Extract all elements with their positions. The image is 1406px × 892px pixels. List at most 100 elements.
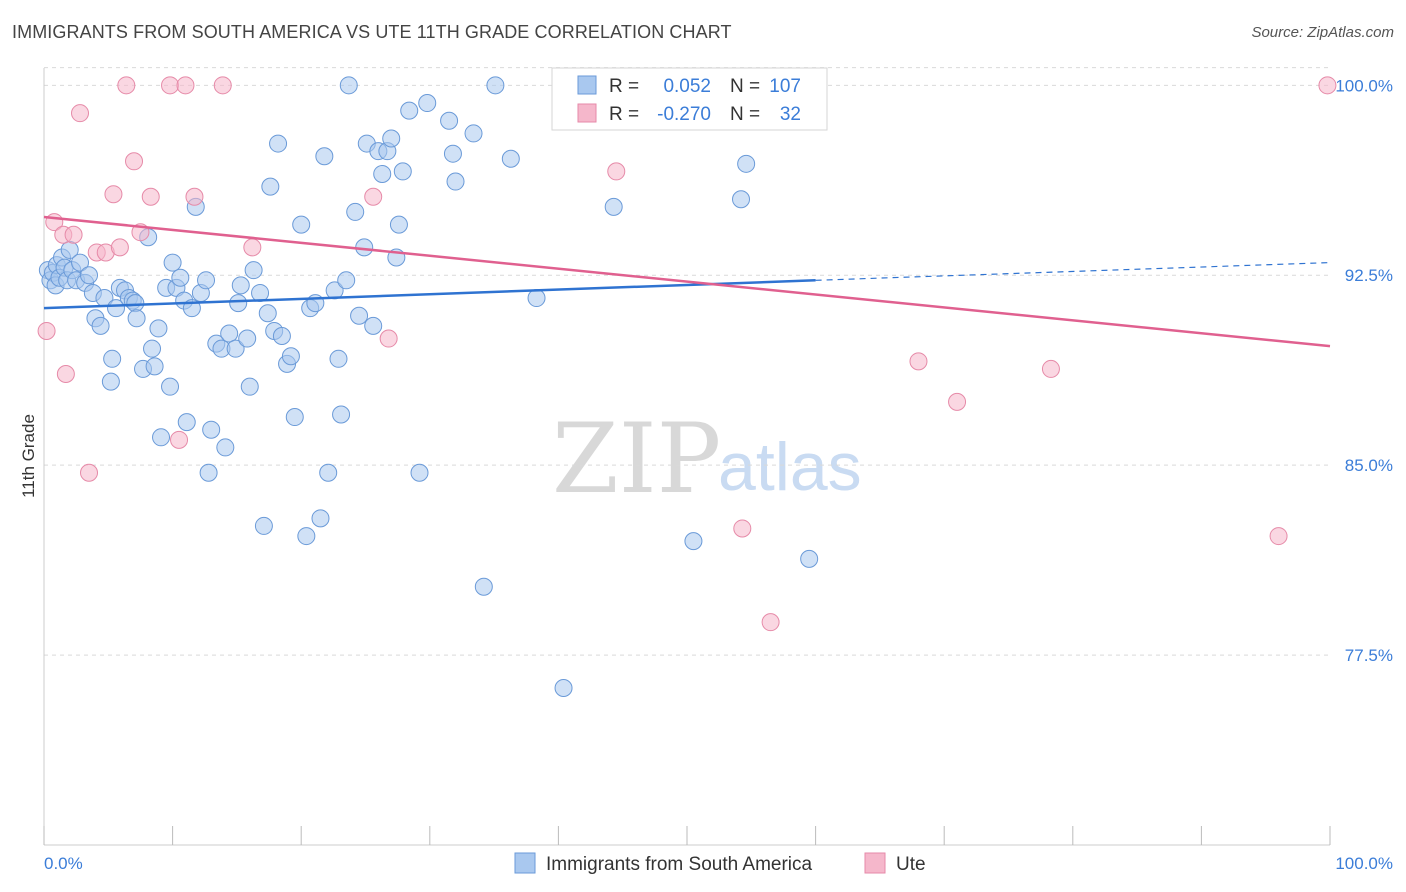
watermark-atlas: atlas [718, 429, 862, 505]
data-point-immigrants [107, 299, 126, 318]
data-point-immigrants [311, 509, 330, 528]
data-point-ute [948, 392, 967, 411]
data-point-immigrants [254, 516, 273, 535]
y-tick-label: 77.5% [1345, 646, 1393, 665]
data-point-immigrants [373, 164, 392, 183]
data-point-immigrants [91, 316, 110, 335]
trend-line-immigrants [43, 279, 816, 310]
data-point-immigrants [199, 463, 218, 482]
data-point-ute [125, 152, 144, 171]
chart-title: IMMIGRANTS FROM SOUTH AMERICA VS UTE 11T… [12, 22, 732, 42]
data-point-ute [110, 238, 129, 257]
data-point-immigrants [292, 215, 311, 234]
data-point-immigrants [229, 294, 248, 313]
bottom-legend: Immigrants from South America Ute [514, 852, 926, 875]
data-point-immigrants [382, 129, 401, 148]
data-point-ute [170, 430, 189, 449]
data-point-ute [243, 238, 262, 257]
data-point-immigrants [101, 372, 120, 391]
legend-frame [551, 67, 828, 131]
data-point-ute [64, 225, 83, 244]
data-point-ute [117, 76, 136, 95]
data-point-ute [213, 76, 232, 95]
data-point-immigrants [152, 428, 171, 447]
source-label: Source: ZipAtlas.com [1251, 24, 1394, 41]
data-point-immigrants [143, 339, 162, 358]
data-point-immigrants [446, 172, 465, 191]
data-point-immigrants [226, 339, 245, 358]
data-point-immigrants [149, 319, 168, 338]
data-point-immigrants [410, 463, 429, 482]
data-point-immigrants [238, 329, 257, 348]
legend-n-label-1: N = [730, 76, 760, 97]
data-point-immigrants [339, 76, 358, 95]
data-point-ute [176, 76, 195, 95]
data-point-immigrants [393, 162, 412, 181]
y-axis-title: 11th Grade [19, 414, 38, 498]
data-point-ute [379, 329, 398, 348]
legend-r-label-1: R = [609, 76, 639, 97]
data-point-immigrants [177, 413, 196, 432]
data-point-ute [1318, 76, 1337, 95]
data-point-immigrants [350, 306, 369, 325]
data-point-ute [364, 187, 383, 206]
legend-r-value-2: -0.270 [657, 104, 711, 125]
data-point-immigrants [258, 304, 277, 323]
data-point-immigrants [527, 289, 546, 308]
data-point-immigrants [103, 349, 122, 368]
data-point-immigrants [281, 347, 300, 366]
legend-n-label-2: N = [730, 104, 760, 125]
trend-lines [43, 215, 1331, 348]
data-point-ute [1041, 359, 1060, 378]
data-point-immigrants [231, 276, 250, 295]
data-point-immigrants [389, 215, 408, 234]
data-point-immigrants [126, 294, 145, 313]
data-point-ute [104, 185, 123, 204]
data-point-immigrants [684, 532, 703, 551]
trend-line-immigrants-extension [815, 261, 1331, 281]
y-tick-label: 85.0% [1345, 456, 1393, 475]
legend-swatch-blue [577, 75, 597, 95]
data-point-ute [161, 76, 180, 95]
x-tick-label-max: 100.0% [1335, 854, 1393, 873]
bottom-legend-label-immigrants: Immigrants from South America [546, 854, 813, 875]
data-point-immigrants [261, 177, 280, 196]
data-point-immigrants [202, 420, 221, 439]
legend-box: R = 0.052 N = 107 R = -0.270 N = 32 [551, 67, 828, 131]
data-point-immigrants [171, 268, 190, 287]
data-point-ute [80, 463, 99, 482]
bottom-legend-swatch-immigrants [514, 852, 536, 874]
data-point-immigrants [604, 197, 623, 216]
data-point-immigrants [800, 549, 819, 568]
data-point-immigrants [244, 261, 263, 280]
data-point-immigrants [325, 281, 344, 300]
data-point-immigrants [364, 316, 383, 335]
bottom-legend-swatch-ute [864, 852, 886, 874]
trend-line-ute [43, 215, 1331, 348]
data-point-immigrants [554, 679, 573, 697]
data-point-immigrants [240, 377, 259, 396]
data-point-immigrants [216, 438, 235, 457]
data-point-immigrants [315, 147, 334, 166]
data-point-immigrants [269, 134, 288, 153]
data-point-immigrants [297, 527, 316, 546]
y-tick-label: 100.0% [1335, 76, 1393, 95]
data-point-immigrants [161, 377, 180, 396]
data-point-immigrants [272, 327, 291, 346]
data-point-immigrants [145, 357, 164, 376]
y-tick-labels: 77.5% 85.0% 92.5% 100.0% [1335, 76, 1393, 665]
data-point-immigrants [337, 271, 356, 290]
data-point-immigrants [329, 349, 348, 368]
legend-n-value-1: 107 [769, 76, 801, 97]
watermark-zip: ZIP [552, 403, 721, 515]
data-point-immigrants [732, 190, 751, 209]
series-immigrants-points [38, 76, 819, 697]
y-tick-label: 92.5% [1345, 266, 1393, 285]
data-point-ute [761, 613, 780, 632]
legend-swatch-pink [577, 103, 597, 123]
data-point-immigrants [71, 253, 90, 272]
data-point-ute [1269, 527, 1288, 546]
data-point-immigrants [464, 124, 483, 143]
bottom-legend-label-ute: Ute [896, 854, 926, 875]
